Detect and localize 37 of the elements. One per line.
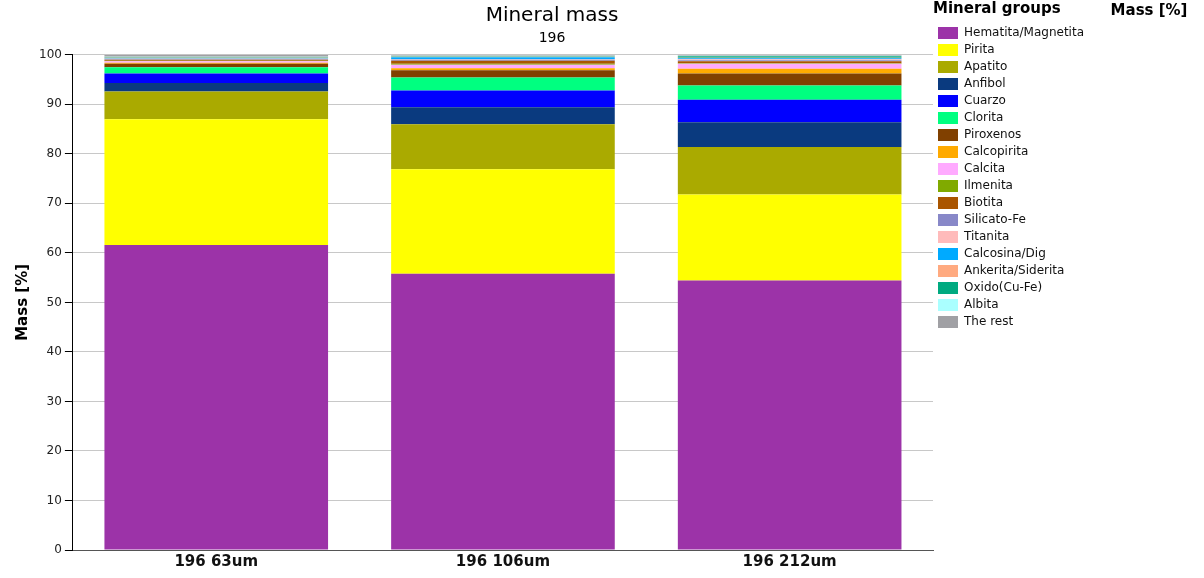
chart-subtitle: 196	[538, 29, 566, 46]
y-tick-label: 80	[46, 145, 62, 160]
legend-label: Ankerita/Siderita	[964, 263, 1065, 278]
y-tick-label: 20	[46, 443, 62, 458]
text: Mass [%]	[1110, 0, 1188, 19]
legend-label: Calcosina/Dig	[964, 246, 1046, 261]
legend-label: Piroxenos	[964, 127, 1022, 142]
legend-label: Hematita/Magnetita	[964, 25, 1084, 40]
legend-label: Pirita	[964, 42, 995, 57]
legend-label: Clorita	[964, 110, 1004, 125]
y-tick-label: 70	[46, 195, 62, 210]
y-tick-label: 10	[46, 492, 62, 507]
legend-label: Anfibol	[964, 76, 1006, 91]
x-tick-label: 196 212um	[742, 551, 837, 570]
y-tick-label: 0	[54, 542, 62, 557]
x-tick-label: 196 63um	[174, 551, 259, 570]
legend-label: Cuarzo	[964, 93, 1006, 108]
legend-title: Mineral groups	[933, 0, 1061, 18]
legend-label: Ilmenita	[964, 178, 1013, 193]
y-axis-title: Mass [%]	[12, 263, 31, 341]
legend-label: Biotita	[964, 195, 1004, 210]
y-tick-label: 90	[46, 96, 62, 111]
legend-label: The rest	[963, 314, 1014, 329]
x-tick-label: 196 106um	[455, 551, 551, 570]
legend-label: Titanita	[963, 229, 1010, 244]
legend-label: Albita	[964, 297, 999, 312]
legend-label: Oxido(Cu-Fe)	[964, 280, 1043, 295]
legend-label: Silicato-Fe	[964, 212, 1026, 227]
y-tick-label: 100	[39, 46, 62, 61]
legend-label: Calcita	[964, 161, 1006, 176]
y-tick-label: 50	[46, 294, 62, 309]
y-tick-label: 30	[46, 393, 62, 408]
y-tick-label: 40	[46, 344, 62, 359]
legend-label: Apatito	[964, 59, 1008, 74]
y-tick-label: 60	[46, 245, 62, 260]
legend-label: Calcopirita	[964, 144, 1029, 159]
chart-title: Mineral mass	[485, 2, 619, 27]
